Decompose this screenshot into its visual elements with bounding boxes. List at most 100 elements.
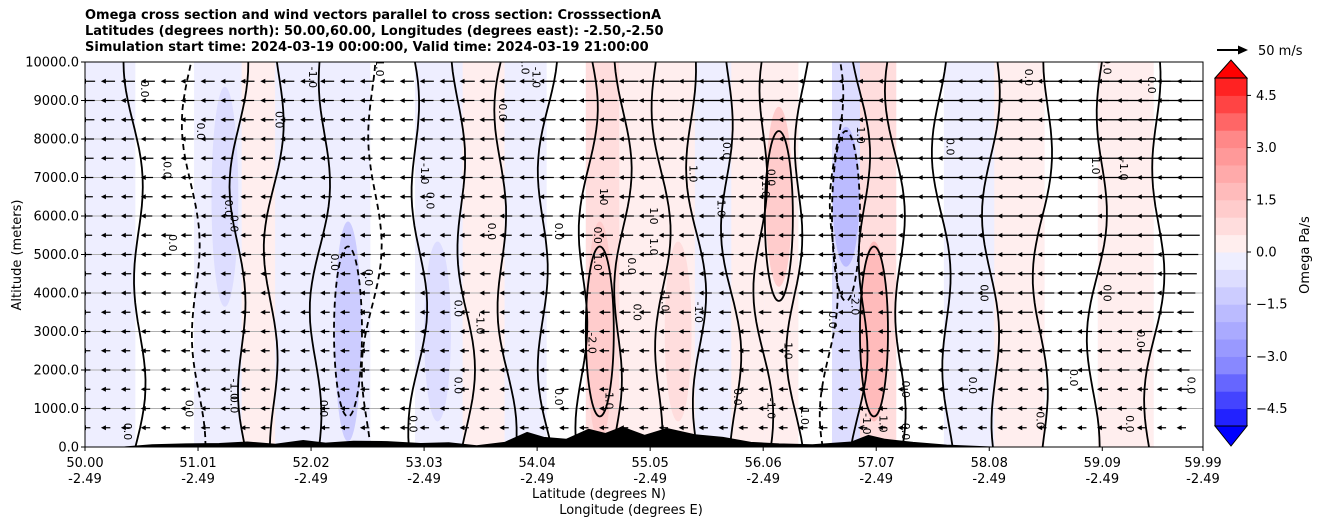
wind-vector-head	[937, 329, 943, 334]
wind-vector-head	[678, 136, 684, 142]
wind-vector-head	[778, 194, 784, 200]
wind-vector-head	[1096, 175, 1102, 180]
wind-vector-head	[877, 175, 883, 180]
wind-vector-head	[758, 406, 764, 411]
wind-vector-head	[479, 348, 485, 354]
wind-vector-head	[579, 213, 585, 219]
wind-vector-head	[857, 98, 863, 103]
wind-vector-head	[300, 78, 306, 84]
wind-vector-head	[957, 155, 963, 161]
wind-vector-head	[120, 271, 126, 277]
wind-vector-head	[120, 78, 126, 84]
wind-vector-head	[1116, 386, 1122, 392]
wind-vector-head	[678, 309, 684, 315]
wind-vector-head	[977, 348, 983, 354]
wind-vector-head	[320, 117, 326, 123]
title-line-2: Latitudes (degrees north): 50.00,60.00, …	[85, 24, 664, 39]
terrain-profile	[85, 426, 1203, 447]
wind-vector-head	[1077, 155, 1083, 161]
wind-vector-head	[698, 117, 704, 123]
wind-vector-head	[240, 348, 246, 354]
y-tick-label: 3000.0	[34, 325, 80, 340]
wind-vector-head	[818, 271, 824, 277]
wind-vector-head	[1136, 155, 1142, 161]
wind-vector-head	[638, 309, 644, 315]
wind-vector-head	[997, 329, 1003, 334]
wind-vector-head	[419, 309, 425, 315]
wind-vector-head	[419, 117, 425, 123]
wind-vector-head	[140, 425, 146, 431]
wind-vector-head	[100, 309, 106, 315]
y-tick-label: 9000.0	[34, 94, 80, 109]
wind-vector-head	[1057, 406, 1063, 411]
colorbar-segment	[1215, 321, 1247, 340]
wind-vector-head	[618, 309, 624, 315]
wind-vector-head	[957, 386, 963, 392]
wind-vector-head	[160, 348, 166, 354]
wind-vector-head	[857, 136, 863, 142]
wind-vector-head	[539, 309, 545, 315]
wind-vector-head	[140, 329, 146, 334]
wind-vector-head	[618, 136, 624, 142]
wind-vector-head	[1096, 194, 1102, 200]
contour-label: 0.0	[1100, 57, 1113, 75]
wind-vector-head	[200, 386, 206, 392]
contour-label: 0.0	[944, 138, 957, 156]
wind-vector-head	[1116, 78, 1122, 84]
wind-vector-head	[559, 290, 565, 296]
wind-vector-head	[499, 78, 505, 84]
wind-vector-head	[718, 194, 724, 200]
wind-vector-head	[698, 78, 704, 84]
wind-vector-head	[897, 155, 903, 161]
wind-vector-head	[638, 78, 644, 84]
quiver-key-arrowhead	[1238, 45, 1248, 55]
x-tick-label-lat: 57.07	[858, 456, 895, 471]
wind-vector-head	[479, 136, 485, 142]
colorbar-segment	[1215, 304, 1247, 323]
wind-vector-head	[160, 175, 166, 180]
wind-vector-head	[618, 329, 624, 334]
wind-vector-head	[877, 98, 883, 103]
wind-vector-head	[379, 155, 385, 161]
wind-vector-head	[240, 232, 246, 238]
wind-vector-head	[320, 348, 326, 354]
wind-vector-head	[320, 290, 326, 296]
wind-vector-head	[1017, 232, 1023, 238]
wind-vector-head	[339, 155, 345, 161]
wind-vector-head	[798, 175, 804, 180]
wind-vector-head	[937, 348, 943, 354]
wind-vector-head	[837, 406, 843, 411]
wind-vector-head	[977, 290, 983, 296]
wind-vector-head	[977, 232, 983, 238]
wind-vector-head	[798, 213, 804, 219]
wind-vector-head	[180, 213, 186, 219]
wind-vector-head	[1176, 252, 1182, 257]
x-axis-label-latitude: Latitude (degrees N)	[532, 487, 666, 502]
wind-vector-head	[1156, 386, 1162, 392]
wind-vector-head	[718, 406, 724, 411]
contour-label: 1.0	[686, 165, 699, 183]
wind-vector-head	[300, 232, 306, 238]
wind-vector-head	[1017, 309, 1023, 315]
wind-vector-head	[419, 386, 425, 392]
wind-vector-head	[439, 175, 445, 180]
contour-label: -1.0	[658, 290, 671, 311]
wind-vector-head	[280, 117, 286, 123]
wind-vector-head	[1017, 290, 1023, 296]
wind-vector-head	[320, 213, 326, 219]
contour-label: -1.0	[692, 302, 705, 323]
wind-vector-head	[160, 155, 166, 161]
wind-vector-head	[140, 367, 146, 373]
wind-vector-head	[459, 155, 465, 161]
wind-vector-head	[140, 98, 146, 103]
wind-vector-head	[837, 348, 843, 354]
wind-vector-head	[160, 425, 166, 431]
wind-vector-head	[837, 252, 843, 257]
wind-vector-head	[618, 290, 624, 296]
wind-vector-head	[718, 329, 724, 334]
wind-vector-head	[917, 136, 923, 142]
x-tick-label-lat: 59.99	[1184, 456, 1221, 471]
wind-vector-head	[778, 136, 784, 142]
wind-vector-head	[100, 232, 106, 238]
wind-vector-head	[439, 194, 445, 200]
